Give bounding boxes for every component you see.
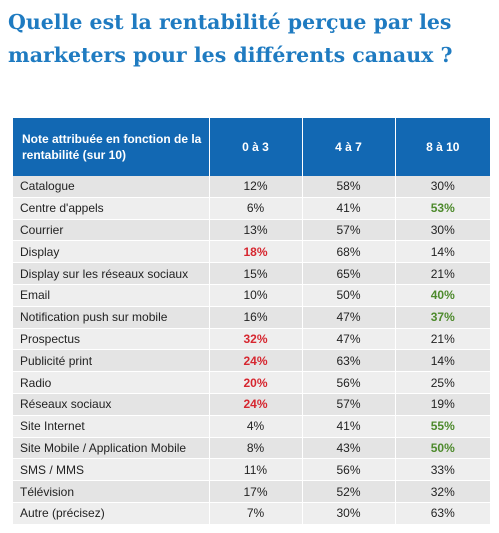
value-cell-range-0-3: 13% [209, 219, 303, 242]
value-cell-range-4-7: 52% [302, 480, 396, 503]
channel-name-cell: Notification push sur mobile [13, 306, 210, 329]
channel-name-cell: Courrier [13, 219, 210, 242]
profitability-table: Note attribuée en fonction de la rentabi… [13, 118, 490, 525]
value-cell-range-8-10: 14% [395, 349, 490, 373]
value-cell-range-8-10: 30% [395, 176, 490, 198]
column-header-0-3: 0 à 3 [209, 118, 303, 176]
table-row: Courrier 13% 57% 30% [13, 219, 490, 242]
value-cell-range-8-10: 32% [395, 480, 490, 503]
table-row: Publicité print 24% 63% 14% [13, 349, 490, 373]
channel-name-cell: SMS / MMS [13, 458, 210, 482]
value-cell-range-4-7: 56% [302, 371, 396, 394]
value-cell-range-8-10: 55% [395, 415, 490, 438]
value-cell-range-8-10: 37% [395, 306, 490, 329]
table-row: Site Mobile / Application Mobile 8% 43% 50% [13, 437, 490, 460]
channel-name-cell: Display sur les réseaux sociaux [13, 262, 210, 285]
value-cell-range-4-7: 57% [302, 393, 396, 416]
value-cell-range-4-7: 65% [302, 262, 396, 285]
table-body: Catalogue 12% 58% 30% Centre d'appels 6% 41% 53… [13, 176, 490, 525]
value-cell-range-0-3: 6% [209, 197, 303, 220]
value-cell-range-0-3: 20% [209, 371, 303, 394]
table-row: Display 18% 68% 14% [13, 240, 490, 264]
value-cell-range-0-3: 7% [209, 502, 303, 525]
channel-name-cell: Télévision [13, 480, 210, 503]
value-cell-range-4-7: 58% [302, 176, 396, 198]
value-cell-range-0-3: 18% [209, 240, 303, 264]
value-cell-range-8-10: 50% [395, 437, 490, 460]
value-cell-range-0-3: 17% [209, 480, 303, 503]
value-cell-range-4-7: 56% [302, 458, 396, 482]
value-cell-range-8-10: 30% [395, 219, 490, 242]
table-header-row: Note attribuée en fonction de la rentabi… [13, 118, 490, 176]
page-title: Quelle est la rentabilité perçue par les… [8, 10, 453, 67]
channel-name-cell: Email [13, 284, 210, 307]
value-cell-range-4-7: 47% [302, 328, 396, 351]
value-cell-range-4-7: 68% [302, 240, 396, 264]
value-cell-range-0-3: 24% [209, 393, 303, 416]
column-header-8-10: 8 à 10 [395, 118, 490, 176]
value-cell-range-4-7: 47% [302, 306, 396, 329]
channel-name-cell: Autre (précisez) [13, 502, 210, 525]
profitability-table-container: Note attribuée en fonction de la rentabi… [13, 118, 490, 525]
table-row: Télévision 17% 52% 32% [13, 480, 490, 503]
value-cell-range-4-7: 43% [302, 437, 396, 460]
channel-name-cell: Réseaux sociaux [13, 393, 210, 416]
channel-name-cell: Site Mobile / Application Mobile [13, 437, 210, 460]
value-cell-range-8-10: 53% [395, 197, 490, 220]
table-row: Email 10% 50% 40% [13, 284, 490, 307]
value-cell-range-0-3: 16% [209, 306, 303, 329]
channel-name-cell: Catalogue [13, 176, 210, 198]
value-cell-range-8-10: 63% [395, 502, 490, 525]
channel-name-cell: Display [13, 240, 210, 264]
table-row: Réseaux sociaux 24% 57% 19% [13, 393, 490, 416]
value-cell-range-0-3: 24% [209, 349, 303, 373]
value-cell-range-8-10: 40% [395, 284, 490, 307]
value-cell-range-8-10: 21% [395, 328, 490, 351]
value-cell-range-0-3: 8% [209, 437, 303, 460]
table-row: Prospectus 32% 47% 21% [13, 328, 490, 351]
value-cell-range-0-3: 10% [209, 284, 303, 307]
channel-name-cell: Site Internet [13, 415, 210, 438]
table-row: Catalogue 12% 58% 30% [13, 176, 490, 198]
value-cell-range-0-3: 4% [209, 415, 303, 438]
channel-name-cell: Publicité print [13, 349, 210, 373]
value-cell-range-8-10: 33% [395, 458, 490, 482]
value-cell-range-0-3: 15% [209, 262, 303, 285]
channel-name-cell: Prospectus [13, 328, 210, 351]
value-cell-range-0-3: 32% [209, 328, 303, 351]
value-cell-range-4-7: 57% [302, 219, 396, 242]
value-cell-range-8-10: 25% [395, 371, 490, 394]
table-row: Site Internet 4% 41% 55% [13, 415, 490, 438]
value-cell-range-8-10: 14% [395, 240, 490, 264]
value-cell-range-4-7: 41% [302, 197, 396, 220]
channel-name-cell: Centre d'appels [13, 197, 210, 220]
value-cell-range-0-3: 12% [209, 176, 303, 198]
table-row: Display sur les réseaux sociaux 15% 65% 21% [13, 262, 490, 285]
table-row: SMS / MMS 11% 56% 33% [13, 458, 490, 482]
table-row: Centre d'appels 6% 41% 53% [13, 197, 490, 220]
value-cell-range-4-7: 50% [302, 284, 396, 307]
channel-name-cell: Radio [13, 371, 210, 394]
value-cell-range-4-7: 30% [302, 502, 396, 525]
column-header-rating: Note attribuée en fonction de la rentabi… [13, 118, 210, 176]
table-row: Autre (précisez) 7% 30% 63% [13, 502, 490, 525]
value-cell-range-4-7: 63% [302, 349, 396, 373]
table-row: Notification push sur mobile 16% 47% 37% [13, 306, 490, 329]
value-cell-range-0-3: 11% [209, 458, 303, 482]
value-cell-range-8-10: 21% [395, 262, 490, 285]
table-row: Radio 20% 56% 25% [13, 371, 490, 394]
value-cell-range-8-10: 19% [395, 393, 490, 416]
value-cell-range-4-7: 41% [302, 415, 396, 438]
column-header-4-7: 4 à 7 [302, 118, 396, 176]
